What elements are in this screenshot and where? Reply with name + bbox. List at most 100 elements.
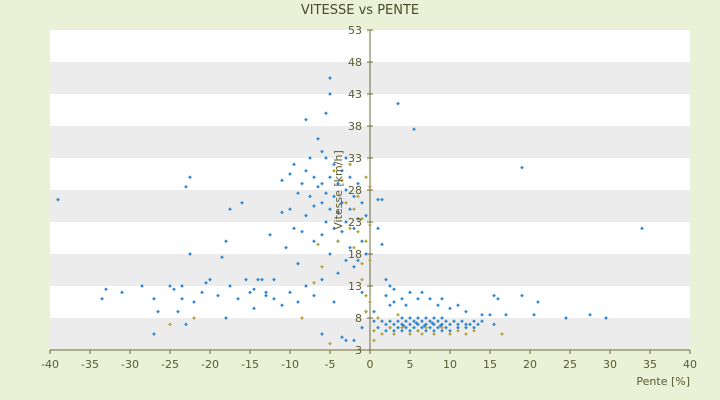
data-point bbox=[392, 300, 396, 304]
data-point bbox=[368, 258, 372, 263]
data-point bbox=[336, 239, 340, 244]
data-point bbox=[344, 188, 348, 192]
data-point bbox=[520, 293, 524, 298]
x-tick-label: -10 bbox=[281, 358, 299, 371]
data-point bbox=[296, 261, 300, 266]
data-point bbox=[452, 319, 456, 324]
data-point bbox=[488, 312, 492, 317]
data-point bbox=[324, 191, 328, 196]
data-point bbox=[564, 316, 568, 320]
data-point bbox=[392, 328, 396, 333]
data-point bbox=[476, 322, 480, 327]
data-point bbox=[344, 338, 348, 343]
data-point bbox=[216, 293, 220, 298]
data-point bbox=[360, 239, 364, 244]
data-point bbox=[356, 216, 360, 221]
data-point bbox=[312, 204, 316, 208]
data-point bbox=[392, 332, 396, 336]
data-point bbox=[380, 242, 384, 247]
data-point bbox=[320, 200, 324, 205]
data-point bbox=[348, 207, 352, 212]
data-point bbox=[340, 200, 344, 205]
data-point bbox=[472, 328, 476, 333]
data-point bbox=[412, 319, 416, 324]
data-point bbox=[332, 168, 336, 173]
data-point bbox=[376, 197, 380, 202]
data-point bbox=[352, 264, 356, 269]
data-point bbox=[432, 316, 436, 320]
data-point bbox=[320, 181, 324, 186]
data-point bbox=[472, 319, 476, 324]
data-point bbox=[414, 321, 419, 325]
data-point bbox=[428, 296, 432, 301]
data-point bbox=[400, 296, 404, 301]
data-point bbox=[396, 319, 400, 324]
data-point bbox=[300, 181, 304, 186]
data-point bbox=[316, 136, 320, 141]
data-point bbox=[430, 321, 435, 325]
data-point bbox=[376, 226, 380, 231]
data-point bbox=[448, 306, 452, 311]
data-point bbox=[428, 325, 432, 330]
y-tick-label: 18 bbox=[348, 248, 362, 261]
data-point bbox=[364, 239, 368, 244]
data-point bbox=[364, 252, 368, 256]
data-point bbox=[440, 296, 444, 301]
data-point bbox=[384, 277, 388, 282]
data-point bbox=[360, 200, 364, 205]
data-point bbox=[440, 325, 444, 330]
data-point bbox=[444, 319, 448, 324]
y-tick-label: 13 bbox=[348, 280, 362, 293]
data-point bbox=[332, 194, 336, 199]
data-point bbox=[432, 328, 436, 333]
data-point bbox=[104, 287, 108, 292]
data-point bbox=[404, 303, 408, 308]
data-point bbox=[252, 306, 256, 311]
data-point bbox=[348, 175, 352, 180]
tick-labels: -40 -35 -30 -25 -20 -15 -10 -5 0 5 10 15 20 25 30 35 40 3… bbox=[41, 24, 697, 371]
data-point bbox=[604, 316, 608, 320]
data-point bbox=[312, 293, 316, 298]
data-point bbox=[168, 284, 172, 288]
data-point bbox=[264, 290, 268, 295]
data-point bbox=[408, 328, 412, 333]
data-point bbox=[244, 277, 248, 282]
y-tick-label: 38 bbox=[348, 120, 362, 133]
data-point bbox=[424, 316, 428, 320]
data-point bbox=[272, 277, 276, 282]
data-point bbox=[340, 168, 344, 173]
data-point bbox=[344, 220, 348, 224]
data-point bbox=[408, 322, 412, 327]
data-point bbox=[152, 332, 156, 336]
data-point bbox=[332, 162, 336, 167]
data-point bbox=[440, 316, 444, 320]
data-point bbox=[436, 319, 440, 324]
data-point bbox=[480, 312, 484, 317]
data-point bbox=[444, 325, 448, 330]
data-point bbox=[376, 316, 380, 320]
data-point bbox=[268, 232, 272, 237]
data-point bbox=[340, 178, 344, 183]
data-point bbox=[464, 332, 468, 336]
data-point bbox=[320, 332, 324, 336]
data-point bbox=[384, 293, 388, 298]
data-point bbox=[324, 220, 328, 224]
data-point bbox=[416, 316, 420, 320]
data-point bbox=[380, 197, 384, 202]
data-point bbox=[228, 207, 232, 212]
x-tick-label: 15 bbox=[483, 358, 497, 371]
data-point bbox=[192, 316, 196, 320]
data-point bbox=[420, 325, 424, 330]
data-point bbox=[492, 293, 496, 298]
y-tick-label: 48 bbox=[348, 56, 362, 69]
data-point bbox=[180, 284, 184, 288]
data-point bbox=[448, 322, 452, 327]
data-point bbox=[200, 290, 204, 295]
data-point bbox=[264, 293, 268, 298]
data-point bbox=[360, 325, 364, 330]
data-point bbox=[424, 325, 428, 330]
data-point bbox=[288, 172, 292, 176]
data-point bbox=[504, 312, 508, 317]
data-point bbox=[456, 325, 460, 330]
